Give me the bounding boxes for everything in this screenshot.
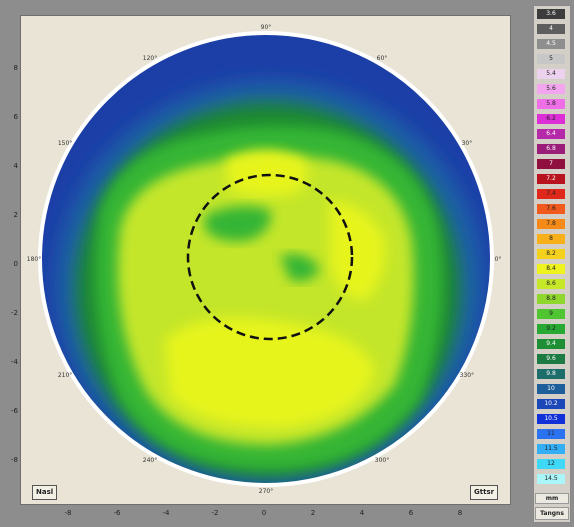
scale-swatch: 5	[537, 54, 565, 64]
corneal-topography-map[interactable]: 0° 30° 60° 90° 120° 150° 180° 210° 240° 270° 300° 3…	[0, 0, 527, 527]
nasal-label: Nasl	[32, 485, 58, 500]
scale-unit-mm: mm	[535, 493, 569, 504]
scale-swatch: 12	[537, 459, 565, 469]
scale-swatch: 11	[537, 429, 565, 439]
angle-label: 120°	[143, 55, 157, 62]
pupil-outline	[186, 173, 354, 341]
angle-label: 0°	[495, 256, 502, 263]
scale-swatch: 8.6	[537, 279, 565, 289]
scale-swatch: 10	[537, 384, 565, 394]
scale-unit-label[interactable]: Tangns	[535, 507, 569, 520]
temporal-label: Gttsr	[470, 485, 499, 500]
scale-swatch: 7	[537, 159, 565, 169]
topography-color-fill	[40, 33, 492, 485]
scale-swatch: 8.4	[537, 264, 565, 274]
scale-swatch: 5.4	[537, 69, 565, 79]
scale-swatch: 9.8	[537, 369, 565, 379]
angle-label: 240°	[143, 457, 157, 464]
scale-swatch: 5.8	[537, 99, 565, 109]
green-patch-center	[205, 206, 271, 242]
scale-swatch: 11.5	[537, 444, 565, 454]
scale-swatch: 4.5	[537, 39, 565, 49]
y-axis-tick: 0	[13, 260, 18, 268]
scale-swatch: 9.4	[537, 339, 565, 349]
angle-label: 180°	[27, 256, 41, 263]
angle-label: 90°	[261, 24, 272, 31]
scale-swatch: 9.2	[537, 324, 565, 334]
scale-swatch: 10.5	[537, 414, 565, 424]
x-axis-tick: 8	[457, 509, 463, 517]
x-axis-tick: -6	[113, 509, 121, 517]
yellow-zone-right	[330, 200, 386, 300]
scale-swatch: 7.8	[537, 219, 565, 229]
scale-swatch: 8.2	[537, 249, 565, 259]
angle-label: 330°	[460, 372, 474, 379]
angle-label: 270°	[259, 488, 273, 495]
scale-swatch: 10.2	[537, 399, 565, 409]
x-axis-tick: 4	[359, 509, 365, 517]
angle-label: 300°	[375, 457, 389, 464]
scale-swatch: 9	[537, 309, 565, 319]
y-axis-tick: -4	[11, 358, 18, 366]
y-axis-tick: 4	[13, 162, 18, 170]
y-axis-tick: -8	[11, 456, 18, 464]
y-axis-tick: -6	[11, 407, 18, 415]
y-axis-tick: 6	[13, 113, 18, 121]
x-axis-tick: -8	[64, 509, 72, 517]
scale-swatch: 6.4	[537, 129, 565, 139]
yellow-zone-lower	[165, 317, 375, 428]
scale-swatch: 7.4	[537, 189, 565, 199]
x-axis-tick: -2	[211, 509, 219, 517]
scale-swatch: 4	[537, 24, 565, 34]
scale-swatch: 7.6	[537, 204, 565, 214]
color-scale-legend: 3.6 4 4.5 5 5.4 5.6 5.8 6.2 6.4 6.8 7 7.2 7.4 7.6 7.8 8…	[533, 5, 571, 523]
yellow-zone-upper	[225, 150, 308, 197]
topography-map-frame: 0° 30° 60° 90° 120° 150° 180° 210° 240° 270° 300° 3…	[0, 0, 527, 527]
x-axis-tick: 0	[261, 509, 267, 517]
scale-swatch: 8	[537, 234, 565, 244]
x-axis-tick: 2	[310, 509, 316, 517]
green-patch-right	[280, 254, 320, 282]
cornea-boundary	[38, 31, 494, 487]
scale-swatch: 7.2	[537, 174, 565, 184]
scale-swatch: 9.6	[537, 354, 565, 364]
angle-labels: 0° 30° 60° 90° 120° 150° 180° 210° 240° 270° 300° 3…	[27, 24, 502, 495]
scale-swatch: 6.2	[537, 114, 565, 124]
x-axis-tick: -4	[162, 509, 170, 517]
y-axis-tick: 8	[13, 64, 18, 72]
x-axis-tick: 6	[408, 509, 414, 517]
angle-label: 210°	[58, 372, 72, 379]
scale-swatch: 6.8	[537, 144, 565, 154]
scale-swatch: 5.6	[537, 84, 565, 94]
scale-swatch: 3.6	[537, 9, 565, 19]
y-axis-tick: -2	[11, 309, 18, 317]
angle-label: 30°	[462, 140, 473, 147]
y-axis-tick: 2	[13, 211, 18, 219]
angle-label: 60°	[377, 55, 388, 62]
scale-swatch: 14.5	[537, 474, 565, 484]
scale-swatch: 8.8	[537, 294, 565, 304]
angle-label: 150°	[58, 140, 72, 147]
